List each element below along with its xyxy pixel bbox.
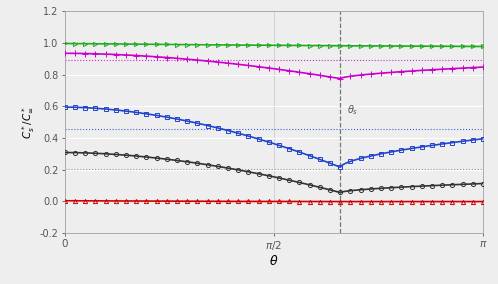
Text: $\theta_s$: $\theta_s$ bbox=[347, 103, 359, 117]
X-axis label: $\theta$: $\theta$ bbox=[269, 254, 278, 268]
Y-axis label: $C_s^* / C_\infty^*$: $C_s^* / C_\infty^*$ bbox=[20, 106, 37, 139]
